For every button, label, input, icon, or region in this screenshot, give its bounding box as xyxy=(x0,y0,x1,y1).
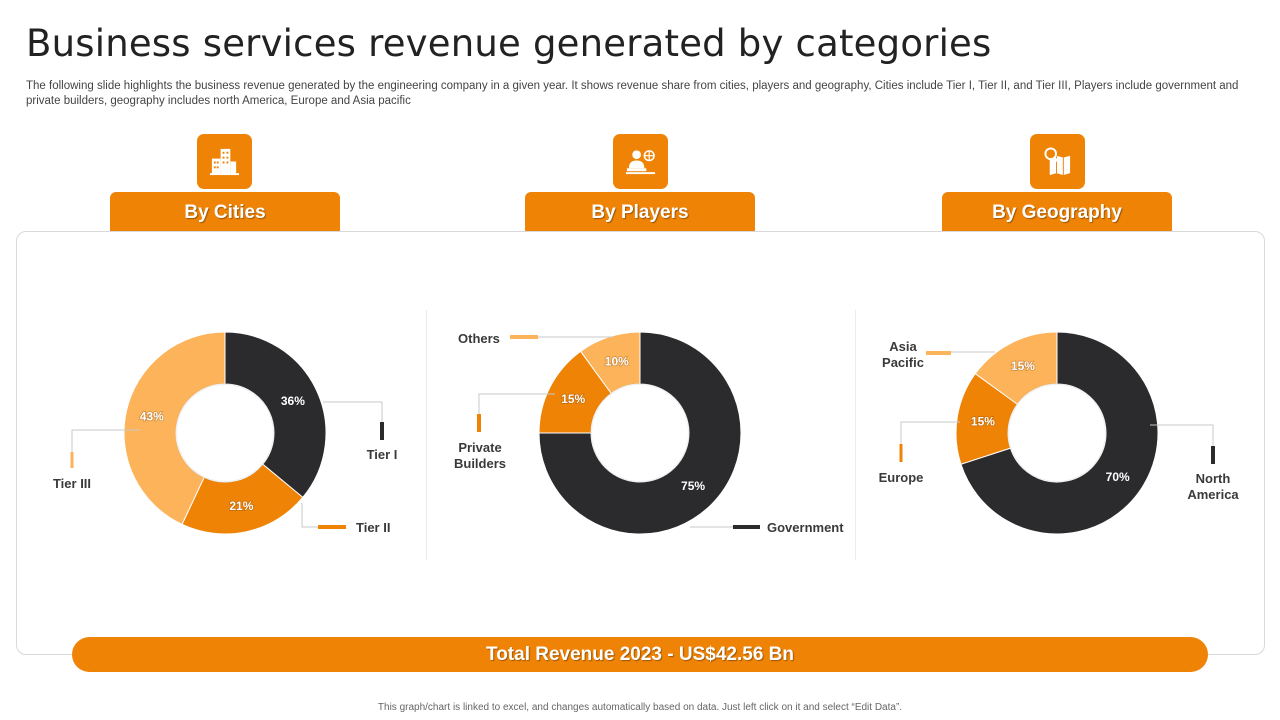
panel-divider-1 xyxy=(426,310,427,560)
by-players-category-label-private-builders: Private xyxy=(458,440,501,455)
slide-title: Business services revenue generated by c… xyxy=(26,22,992,65)
buildings-icon xyxy=(197,134,252,189)
by-cities-leader-tier-i xyxy=(323,401,383,422)
slide-subtitle: The following slide highlights the busin… xyxy=(26,80,1239,107)
footnote: This graph/chart is linked to excel, and… xyxy=(377,702,903,713)
by-players-slice-government xyxy=(538,331,742,535)
by-geography-value-label-europe: 15% xyxy=(971,414,995,428)
by-cities-marker-tier-iii xyxy=(70,452,74,468)
panel-divider-2 xyxy=(855,310,856,560)
by-cities-category-label-tier-i: Tier I xyxy=(367,447,398,462)
by-geography-slice-asia-pacific xyxy=(974,331,1058,405)
by-players-marker-others xyxy=(510,335,538,339)
by-geography-marker-asia-pacific xyxy=(926,351,951,355)
by-cities-value-label-tier-ii: 21% xyxy=(229,499,253,513)
by-cities-marker-tier-ii xyxy=(318,525,346,529)
by-cities-category-label-tier-ii: Tier II xyxy=(356,520,390,535)
by-players-value-label-government: 75% xyxy=(681,479,705,493)
by-players-marker-private-builders xyxy=(477,414,481,432)
tab-by-cities: By Cities xyxy=(110,192,340,232)
total-revenue-bar: Total Revenue 2023 - US$42.56 Bn xyxy=(72,637,1208,672)
by-geography-category-label-north-america: North xyxy=(1196,471,1231,486)
by-players-category-label-others: Others xyxy=(458,331,500,346)
by-geography-slice-north-america xyxy=(960,331,1159,535)
by-cities-inner-ring xyxy=(175,383,275,483)
map-search-icon xyxy=(1030,134,1085,189)
by-cities-leader-tier-ii xyxy=(301,503,318,528)
by-cities-category-label-tier-iii: Tier III xyxy=(53,476,91,491)
by-geography-inner-ring xyxy=(1007,383,1107,483)
by-geography-marker-europe xyxy=(899,444,903,462)
by-players-category-label-private-builders: Builders xyxy=(454,456,506,471)
by-players-value-label-others: 10% xyxy=(605,355,629,369)
by-geography-marker-north-america xyxy=(1211,446,1215,464)
by-geography-category-label-europe: Europe xyxy=(879,470,924,485)
by-players-category-label-government: Government xyxy=(767,520,844,535)
by-cities-value-label-tier-iii: 43% xyxy=(140,410,164,424)
tab-by-geography: By Geography xyxy=(942,192,1172,232)
by-players-slice-others xyxy=(579,331,641,395)
by-geography-category-label-asia-pacific: Asia xyxy=(889,339,917,354)
by-cities-slice-tier-iii xyxy=(123,331,226,526)
by-geography-value-label-asia-pacific: 15% xyxy=(1011,359,1035,373)
by-cities-marker-tier-i xyxy=(380,422,384,440)
by-cities-slice-tier-i xyxy=(224,331,327,499)
tab-by-players: By Players xyxy=(525,192,755,232)
by-geography-leader-europe xyxy=(900,421,960,444)
by-geography-category-label-north-america: America xyxy=(1187,487,1239,502)
builder-globe-icon xyxy=(613,134,668,189)
by-players-value-label-private-builders: 15% xyxy=(561,392,585,406)
by-players-leader-private-builders xyxy=(478,393,555,414)
by-cities-leader-tier-iii xyxy=(71,429,140,452)
charts-panel xyxy=(16,231,1265,655)
by-geography-value-label-north-america: 70% xyxy=(1106,470,1130,484)
by-geography-leader-north-america xyxy=(1150,424,1214,446)
by-players-inner-ring xyxy=(590,383,690,483)
by-cities-value-label-tier-i: 36% xyxy=(281,394,305,408)
by-geography-category-label-asia-pacific: Pacific xyxy=(882,355,924,370)
by-players-marker-government xyxy=(733,525,760,529)
